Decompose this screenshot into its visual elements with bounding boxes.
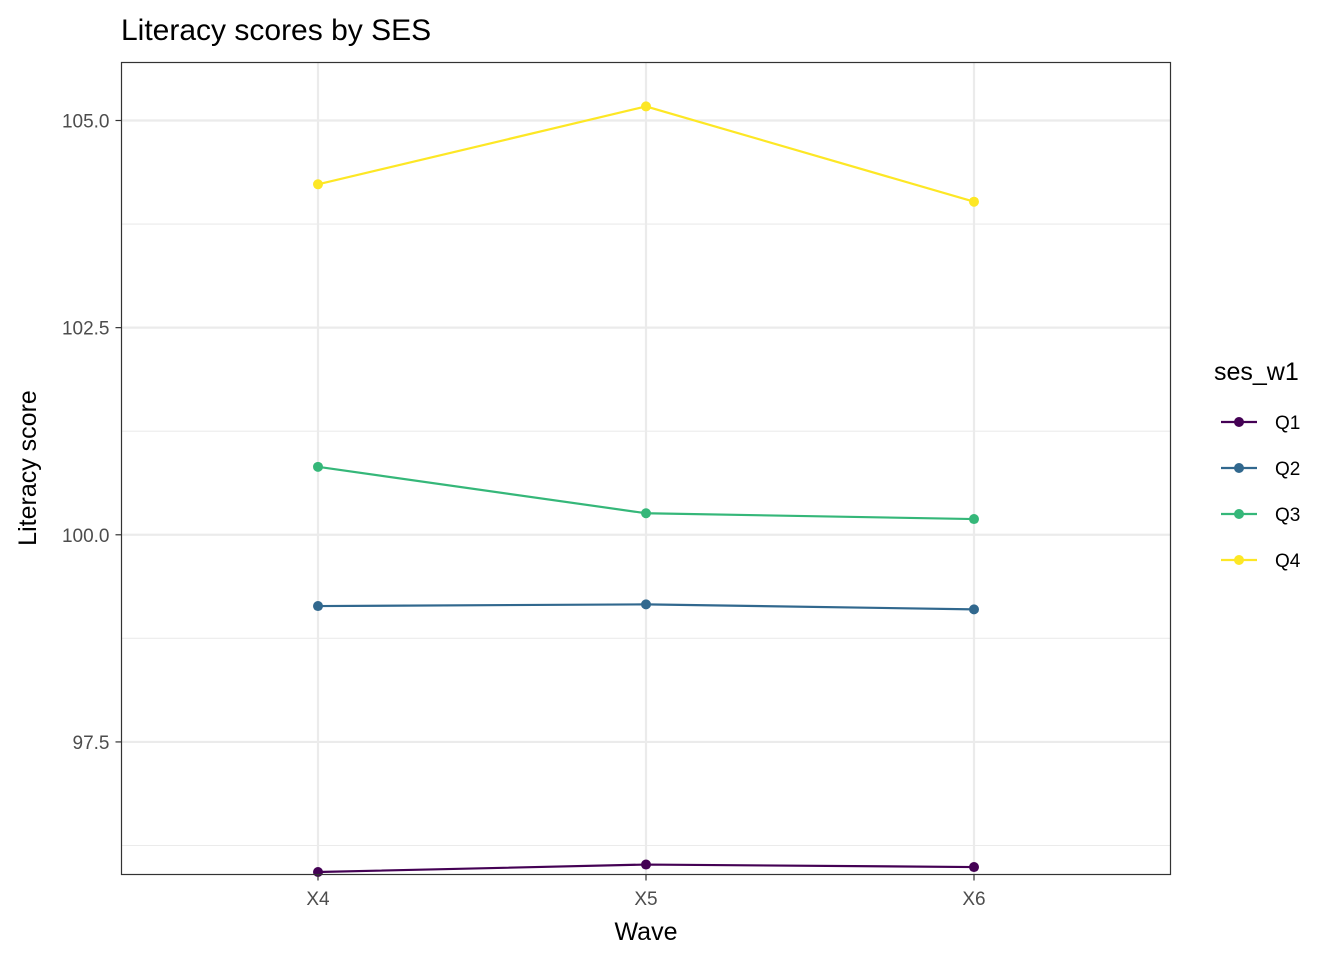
data-point-q4 bbox=[313, 179, 323, 190]
y-axis-title: Literacy score bbox=[14, 390, 42, 546]
data-point-q3 bbox=[641, 508, 651, 519]
legend-label-q3: Q3 bbox=[1275, 505, 1300, 526]
data-point-q1 bbox=[969, 862, 979, 873]
legend-label-q2: Q2 bbox=[1275, 459, 1300, 480]
data-point-q1 bbox=[641, 859, 651, 870]
data-point-q3 bbox=[313, 461, 323, 472]
x-tick-label: X6 bbox=[962, 889, 985, 910]
chart-title: Literacy scores by SES bbox=[121, 14, 431, 47]
legend-title: ses_w1 bbox=[1214, 358, 1299, 386]
y-tick-label: 100.0 bbox=[62, 526, 110, 547]
legend-key-point bbox=[1234, 555, 1244, 565]
data-point-q2 bbox=[641, 599, 651, 610]
series-layer bbox=[313, 101, 979, 878]
legend-key-point bbox=[1234, 463, 1244, 473]
y-tick-label: 105.0 bbox=[62, 112, 110, 133]
x-axis-title: Wave bbox=[615, 918, 678, 946]
data-point-q3 bbox=[969, 514, 979, 525]
data-point-q2 bbox=[313, 601, 323, 612]
data-point-q4 bbox=[641, 101, 651, 112]
legend: ses_w1 Q1 Q2 Q3 Q4 bbox=[1214, 358, 1301, 572]
data-point-q4 bbox=[969, 196, 979, 207]
legend-key-point bbox=[1234, 417, 1244, 427]
y-tick-label: 97.5 bbox=[73, 733, 110, 754]
legend-key-point bbox=[1234, 509, 1244, 519]
x-axis: X4 X5 X6 bbox=[306, 874, 986, 910]
y-axis: 97.5 100.0 102.5 105.0 bbox=[62, 112, 122, 754]
x-tick-label: X4 bbox=[306, 889, 330, 910]
data-point-q2 bbox=[969, 604, 979, 615]
legend-label-q1: Q1 bbox=[1275, 413, 1300, 434]
y-tick-label: 102.5 bbox=[62, 319, 110, 340]
x-tick-label: X5 bbox=[634, 889, 657, 910]
legend-label-q4: Q4 bbox=[1275, 551, 1301, 572]
